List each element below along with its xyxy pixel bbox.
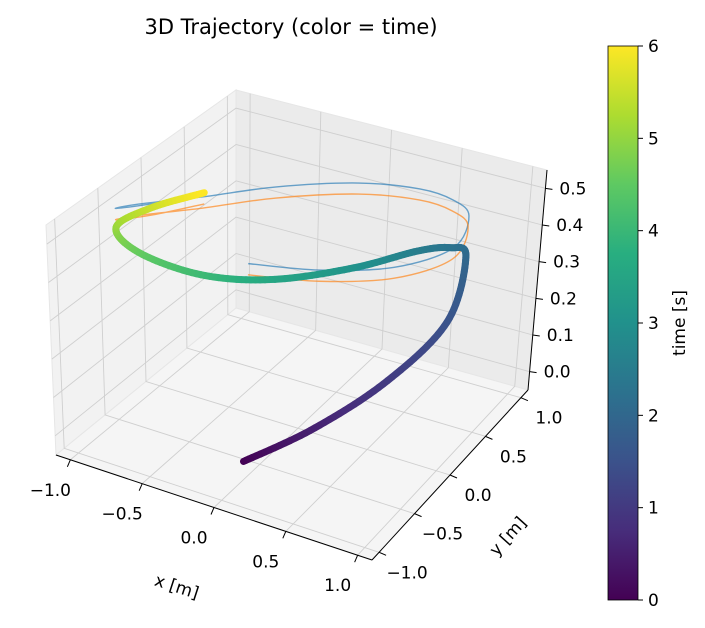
x-gridline [141, 111, 322, 484]
z-gridline [51, 216, 537, 360]
y-tick-label: 0.0 [464, 486, 491, 506]
z-tick-label: 0.2 [550, 289, 577, 309]
x-tick-mark [210, 507, 215, 515]
grid-lines [46, 93, 546, 556]
x-tick-label: 0.5 [252, 552, 279, 572]
x-gridline [70, 93, 251, 461]
y-gridline [140, 157, 451, 476]
x-tick-label: −1.0 [30, 481, 71, 501]
colorbar-tick-label: 4 [648, 222, 659, 242]
z-tick-mark [535, 297, 543, 300]
colorbar-tick-label: 1 [648, 499, 659, 519]
y-gridline [226, 96, 522, 399]
z-tick-mark [532, 334, 540, 337]
y-tick-label: 1.0 [535, 409, 562, 429]
trajectory-line [112, 189, 470, 465]
z-tick-label: 0.0 [544, 363, 571, 383]
z-tick-mark [545, 187, 553, 190]
y-tick-label: −1.0 [386, 563, 427, 583]
colorbar-tick-label: 2 [648, 406, 659, 426]
trajectory-segment [198, 189, 208, 197]
z-gridline [53, 253, 533, 398]
colorbar-ticks: 0 1 2 3 4 5 6 [638, 37, 659, 611]
y-tick-mark [414, 513, 422, 518]
y-axis-label: y [m] [486, 513, 531, 560]
x-gridline [357, 166, 534, 556]
y-tick-label: −0.5 [422, 525, 463, 545]
tick-marks: −1.0−0.50.00.51.0−1.0−0.50.00.51.00.00.1… [30, 179, 587, 596]
x-tick-mark [66, 459, 71, 467]
x-tick-mark [138, 483, 143, 491]
z-tick-label: 0.3 [553, 253, 580, 273]
y-tick-mark [378, 551, 387, 556]
chart-title: 3D Trajectory (color = time) [144, 15, 437, 39]
y-tick-mark [485, 435, 493, 440]
projection-curve-2 [114, 193, 469, 283]
z-tick-label: 0.5 [559, 179, 586, 199]
colorbar-tick-label: 5 [648, 129, 659, 149]
y-gridline [97, 188, 415, 515]
x-tick-mark [282, 531, 287, 539]
z-tick-mark [539, 261, 547, 264]
projection-curve-1 [114, 182, 470, 272]
x-tick-mark [354, 555, 359, 563]
x-gridline [285, 148, 463, 532]
x-gridline [213, 129, 392, 508]
projection-lines [114, 182, 470, 283]
z-tick-mark [542, 224, 550, 227]
z-tick-mark [529, 371, 537, 374]
colorbar-tick-label: 0 [648, 591, 659, 611]
x-tick-label: −0.5 [102, 505, 143, 525]
colorbar-tick-label: 3 [648, 314, 659, 334]
colorbar-tick-label: 6 [648, 37, 659, 57]
y-tick-mark [520, 397, 529, 402]
x-tick-label: 0.0 [180, 529, 207, 549]
x-axis-label: x [m] [152, 571, 201, 604]
z-tick-label: 0.1 [547, 326, 574, 346]
colorbar-label: time [s] [670, 290, 690, 356]
x-tick-label: 1.0 [324, 576, 351, 596]
y-gridline [54, 218, 380, 553]
z-gridline [48, 144, 543, 283]
y-tick-label: 0.5 [500, 447, 527, 467]
z-tick-label: 0.4 [556, 216, 583, 236]
colorbar [607, 45, 639, 601]
y-tick-mark [449, 474, 458, 479]
z-gridline [46, 107, 546, 245]
z-axis-line [527, 169, 548, 391]
z-gridline [49, 180, 540, 322]
